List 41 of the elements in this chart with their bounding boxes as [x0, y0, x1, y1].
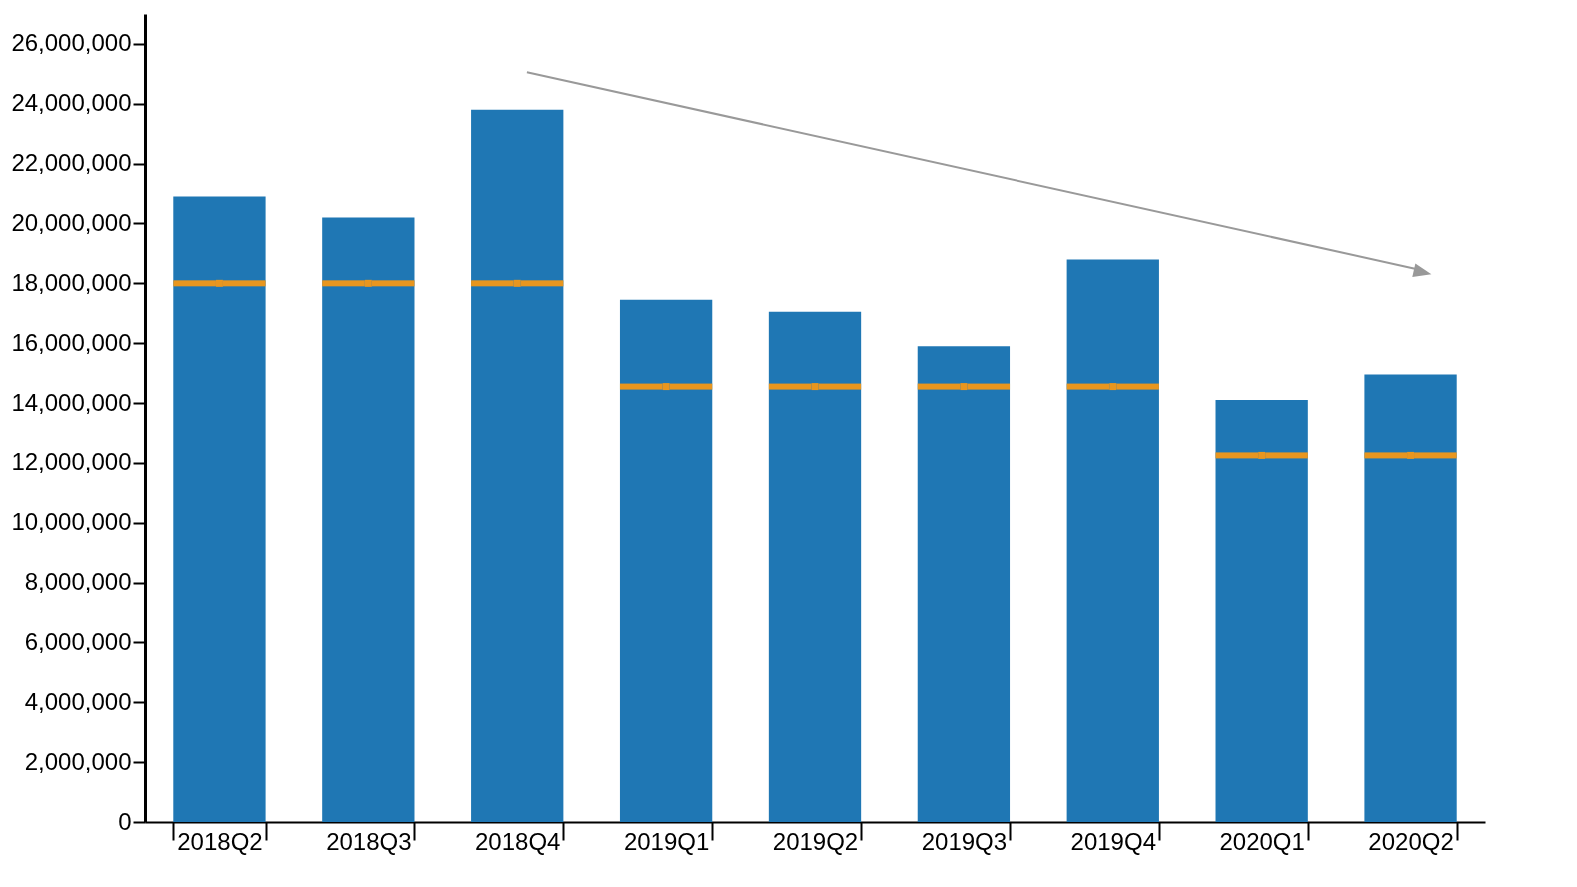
x-tick-label: 2019Q1: [623, 827, 710, 855]
point: [1407, 451, 1415, 459]
y-tick-label: 14,000,000: [11, 388, 132, 416]
x-tick-label: 2018Q3: [326, 827, 412, 855]
point: [513, 279, 521, 287]
y-tick-label: 12,000,000: [11, 448, 132, 476]
x-tick-label: 2020Q1: [1219, 827, 1305, 855]
bar: [917, 346, 1011, 822]
y-tick-label: 24,000,000: [11, 89, 132, 117]
x-tick-label: 2020Q2: [1368, 827, 1454, 855]
bar: [173, 196, 266, 822]
y-tick-label: 10,000,000: [11, 508, 132, 536]
bar: [1215, 400, 1308, 822]
y-tick-label: 6,000,000: [24, 627, 132, 655]
y-tick-label: 22,000,000: [11, 149, 132, 177]
point: [364, 279, 372, 287]
x-tick-label: 2018Q4: [475, 827, 561, 855]
y-tick-label: 16,000,000: [11, 328, 132, 356]
point: [215, 279, 223, 287]
point: [1258, 451, 1266, 459]
y-tick-label: 4,000,000: [24, 687, 132, 715]
bar: [322, 217, 415, 822]
bar: [768, 311, 862, 822]
x-tick-label: 2019Q3: [921, 827, 1008, 855]
y-tick-label: 26,000,000: [11, 29, 132, 57]
y-tick-label: 2,000,000: [24, 747, 132, 775]
y-tick-label: 20,000,000: [11, 208, 132, 236]
point: [662, 383, 670, 391]
bar: [1066, 259, 1159, 822]
point: [811, 383, 819, 391]
y-tick-label: 8,000,000: [24, 568, 132, 596]
point: [1109, 383, 1117, 391]
point: [960, 383, 968, 391]
bar: [1364, 374, 1457, 822]
x-tick-label: 2019Q4: [1070, 827, 1156, 855]
bar: [471, 109, 564, 822]
x-tick-label: 2019Q2: [772, 827, 859, 855]
bar: [619, 299, 713, 822]
y-tick-label: 0: [118, 807, 132, 835]
x-tick-label: 2018Q2: [177, 827, 263, 855]
y-tick-label: 18,000,000: [11, 268, 132, 296]
